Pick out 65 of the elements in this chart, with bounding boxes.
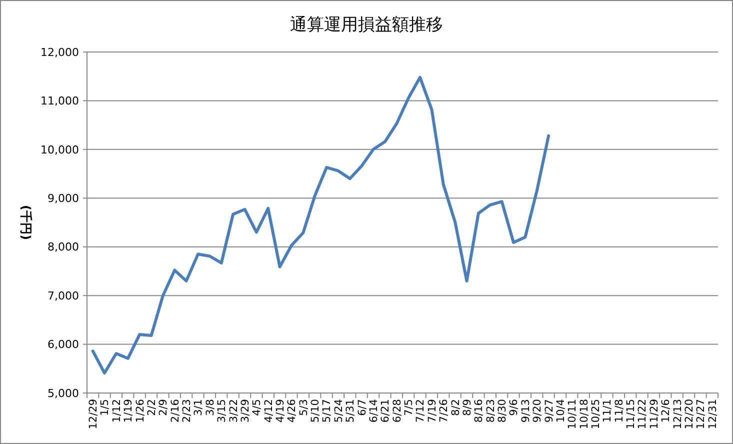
- x-tick-label: 4/19: [274, 399, 286, 423]
- x-tick-label: 2/16: [169, 398, 182, 423]
- y-tick-label: 5,000: [48, 386, 79, 400]
- x-tick-label: 2/23: [181, 399, 193, 423]
- x-tick-label: 10/25: [590, 399, 602, 430]
- x-tick-label: 3/29: [239, 399, 252, 423]
- x-tick-label: 12/6: [660, 398, 672, 423]
- y-tick-label: 7,000: [48, 289, 79, 302]
- x-tick-label: 5/24: [332, 398, 345, 423]
- x-tick-label: 1/19: [122, 399, 135, 423]
- x-tick-label: 12/29: [88, 399, 100, 430]
- x-tick-label: 11/1: [602, 399, 614, 423]
- x-tick-label: 8/16: [473, 398, 486, 423]
- x-tick-label: 11/22: [636, 399, 649, 430]
- x-tick-label: 4/5: [251, 399, 264, 416]
- x-tick-label: 2/9: [158, 399, 170, 416]
- y-tick-label: 6,000: [48, 338, 79, 352]
- x-tick-label: 4/26: [286, 398, 298, 423]
- x-tick-label: 11/8: [613, 399, 626, 423]
- x-tick-label: 6/21: [380, 399, 392, 423]
- chart-title: 通算運用損益額推移: [290, 15, 443, 35]
- x-tick-label: 6/14: [368, 398, 380, 423]
- y-tick-label: 8,000: [48, 240, 79, 254]
- x-tick-label: 9/20: [532, 399, 544, 423]
- x-tick-label: 10/18: [578, 399, 590, 430]
- x-tick-label: 1/26: [134, 398, 146, 423]
- x-tick-label: 8/30: [496, 399, 508, 423]
- x-tick-label: 6/28: [391, 399, 404, 423]
- line-series: [91, 76, 550, 375]
- x-tick-label: 3/8: [204, 399, 216, 416]
- x-tick-label: 12/20: [683, 399, 696, 430]
- x-tick-label: 9/6: [508, 398, 520, 416]
- x-tick-label: 1/12: [110, 399, 123, 423]
- x-tick-label: 11/15: [625, 399, 638, 430]
- x-tick-label: 10/11: [566, 399, 579, 430]
- x-tick-label: 3/22: [228, 399, 240, 423]
- x-tick-label: 8/9: [461, 399, 474, 416]
- x-tick-label: 9/27: [543, 399, 556, 423]
- x-tick-label: 5/3: [298, 399, 310, 416]
- x-tick-label: 5/10: [310, 399, 322, 423]
- x-tick-label: 7/12: [414, 399, 427, 423]
- x-tick-label: 9/13: [520, 399, 532, 423]
- x-tick-label: 8/2: [450, 399, 462, 416]
- y-tick-label: 12,000: [40, 46, 79, 59]
- y-tick-label: 11,000: [40, 94, 79, 108]
- x-tick-label: 3/1: [192, 399, 205, 416]
- x-tick-label: 8/23: [484, 399, 497, 423]
- x-tick-label: 5/17: [321, 399, 334, 423]
- x-tick-label: 10/4: [554, 398, 567, 423]
- x-tick-label: 11/29: [648, 399, 660, 430]
- x-tick-label: 6/7: [356, 399, 368, 416]
- x-tick-label: 7/19: [426, 399, 438, 423]
- x-tick-label: 12/13: [672, 399, 684, 430]
- x-tick-label: 12/27: [695, 399, 708, 430]
- y-tick-label: 9,000: [48, 192, 79, 205]
- y-axis-title: (千円): [19, 205, 33, 240]
- x-tick-label: 1/5: [99, 399, 112, 416]
- y-tick-label: 10,000: [40, 143, 79, 156]
- x-tick-label: 12/31: [706, 399, 719, 430]
- x-tick-label: 2/2: [146, 399, 158, 416]
- x-tick-label: 3/15: [216, 399, 228, 423]
- x-tick-label: 5/31: [344, 399, 357, 423]
- x-tick-label: 7/5: [403, 399, 416, 416]
- x-tick-label: 4/12: [262, 399, 275, 423]
- x-tick-label: 7/26: [438, 398, 450, 423]
